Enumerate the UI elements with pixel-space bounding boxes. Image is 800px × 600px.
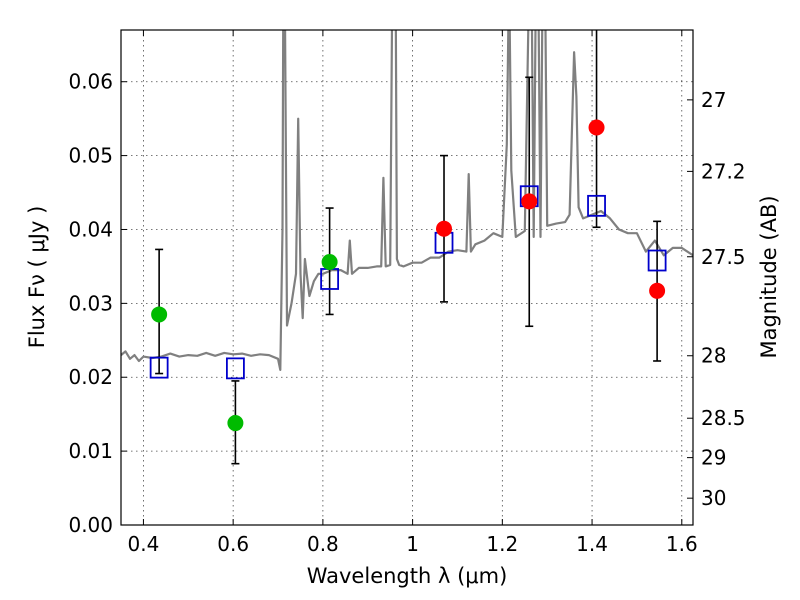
model-square-marker — [225, 357, 245, 380]
x-tick-label: 1.2 — [486, 532, 518, 556]
right-tick-label: 30 — [701, 486, 726, 510]
right-tick-label: 28.5 — [701, 406, 746, 430]
y-tick-label: 0.02 — [68, 365, 113, 389]
y-tick-label: 0.01 — [68, 439, 113, 463]
y-axis-label: Flux Fν ( μJy ) — [25, 206, 49, 349]
y-tick-label: 0.00 — [68, 513, 113, 537]
right-axis-label: Magnitude (AB) — [757, 195, 781, 358]
axis-ticks: 0.4 0.6 0.8 1 1.2 1.4 1.6 0.00 0.01 0.02 0.03 0.04 0… — [68, 30, 746, 556]
right-tick-label: 27.5 — [701, 245, 746, 269]
model-square-marker — [149, 356, 169, 379]
y-tick-label: 0.06 — [68, 70, 113, 94]
x-tick-label: 0.6 — [217, 532, 249, 556]
y-tick-label: 0.03 — [68, 291, 113, 315]
plot-background — [121, 30, 693, 525]
x-axis-label: Wavelength λ (μm) — [307, 564, 508, 588]
observed-circle-marker — [151, 306, 168, 323]
x-tick-label: 0.4 — [128, 532, 160, 556]
right-tick-label: 28 — [701, 344, 726, 368]
error-bars — [155, 30, 662, 465]
observed-circle-marker — [321, 253, 338, 270]
spectrum-line — [121, 30, 693, 371]
model-square-marker — [647, 249, 667, 272]
x-tick-label: 1 — [406, 532, 419, 556]
plot-frame — [120, 29, 694, 526]
observed-circle-marker — [588, 119, 605, 136]
observed-circle-marker — [521, 193, 538, 210]
right-tick-label: 29 — [701, 446, 726, 470]
x-tick-label: 0.8 — [307, 532, 339, 556]
observed-circle-marker — [649, 282, 666, 299]
x-tick-label: 1.6 — [666, 532, 698, 556]
spectrum-curve — [121, 30, 693, 371]
right-tick-label: 27.2 — [701, 159, 746, 183]
model-square-marker — [587, 194, 606, 217]
data-markers — [149, 119, 667, 432]
y-tick-label: 0.05 — [68, 144, 113, 168]
x-tick-label: 1.4 — [576, 532, 608, 556]
y-tick-label: 0.04 — [68, 217, 113, 241]
observed-circle-marker — [436, 220, 453, 237]
right-tick-label: 27 — [701, 88, 726, 112]
observed-circle-marker — [227, 415, 244, 432]
